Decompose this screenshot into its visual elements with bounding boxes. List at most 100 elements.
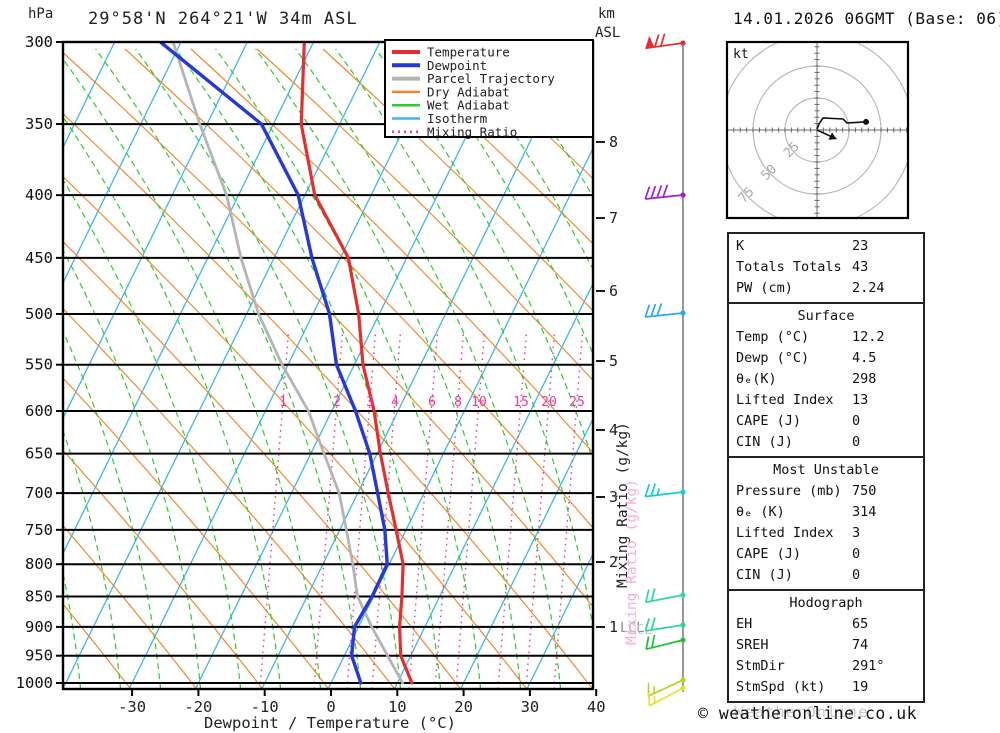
stat-label: Dewp (°C) xyxy=(736,350,810,366)
barb-level-dot xyxy=(680,685,686,691)
wet-adiabat-line xyxy=(295,48,562,689)
mixing-ratio-label: 25 xyxy=(569,395,585,410)
legend-label: Dewpoint xyxy=(427,58,487,73)
stat-value: 12.2 xyxy=(852,329,885,345)
stat-row: PW (cm) 2.24 xyxy=(729,278,923,299)
stat-row: Lifted Index 3 xyxy=(729,523,923,544)
barb-level-dot xyxy=(680,677,686,683)
isotherm-line xyxy=(526,552,593,689)
stat-label: Lifted Index xyxy=(736,525,834,541)
pressure-tick-label: 450 xyxy=(25,249,53,267)
barb-full xyxy=(660,33,666,47)
barb-full xyxy=(650,617,656,631)
station-title: 29°58'N 264°21'W 34m ASL xyxy=(88,9,358,29)
stat-row: StmDir 291° xyxy=(729,656,923,677)
wind-barb xyxy=(647,677,686,697)
mixing-ratio-label: 6 xyxy=(428,395,436,410)
wind-barb xyxy=(644,617,686,632)
legend-label: Isotherm xyxy=(427,111,487,126)
stat-value: 750 xyxy=(852,483,877,499)
stat-label: StmDir xyxy=(736,658,785,674)
stat-label: EH xyxy=(736,616,753,632)
wet-adiabat-line xyxy=(63,429,122,689)
mixing-axis-label-watermark: Mixing Ratio (g/kg) xyxy=(624,479,640,645)
pressure-tick-label: 900 xyxy=(25,618,53,636)
legend-label: Mixing Ratio xyxy=(427,124,517,139)
barb-staff xyxy=(645,594,684,604)
dry-adiabat-line xyxy=(124,48,593,529)
legend-label: Parcel Trajectory xyxy=(427,71,555,86)
wind-barb-column xyxy=(644,33,686,707)
barb-full xyxy=(651,634,656,648)
mixing-ratio-line xyxy=(313,329,344,689)
mixing-ratio-label: 10 xyxy=(471,395,487,410)
temp-tick-label: 0 xyxy=(326,698,335,716)
dry-adiabat-line xyxy=(454,48,593,180)
stat-row: Pressure (mb) 750 xyxy=(729,481,923,502)
stat-value: 298 xyxy=(852,371,877,387)
barb-full xyxy=(644,304,651,318)
barb-level-dot xyxy=(680,592,686,598)
stat-row: θₑ(K) 298 xyxy=(729,369,923,390)
mixing-axis-label: Mixing Ratio (g/kg) xyxy=(615,422,631,588)
wind-barb xyxy=(645,33,686,50)
stat-row: Dewp (°C) 4.5 xyxy=(729,348,923,369)
mixing-ratio-label: 20 xyxy=(541,395,557,410)
temp-tick-label: 30 xyxy=(521,698,540,716)
dry-adiabat-line xyxy=(256,48,593,382)
barb-level-dot xyxy=(680,40,686,46)
wet-adiabat-line xyxy=(63,115,282,689)
barb-full xyxy=(650,303,657,317)
pressure-axis-unit: hPa xyxy=(28,6,54,22)
wind-barb xyxy=(644,184,686,200)
dry-adiabat-line xyxy=(63,377,330,689)
km-tick-label: 3 xyxy=(609,488,618,506)
pressure-gridlines xyxy=(63,41,593,684)
stat-section: Most Unstable Pressure (mb) 750 θₑ (K) 314 Li… xyxy=(727,456,925,591)
stat-label: SREH xyxy=(736,637,769,653)
pressure-tick-label: 650 xyxy=(25,445,53,463)
stat-value: 0 xyxy=(852,546,861,562)
stat-row: Temp (°C) 12.2 xyxy=(729,327,923,348)
stat-label: StmSpd (kt) xyxy=(736,679,826,695)
stat-value: 43 xyxy=(852,259,869,275)
temp-tick-label: 40 xyxy=(587,698,606,716)
legend-label: Temperature xyxy=(427,45,510,60)
stat-section: Surface Temp (°C) 12.2 Dewp (°C) 4.5 θₑ(K) 298… xyxy=(727,302,925,458)
barb-full xyxy=(650,185,657,199)
stat-label: CAPE (J) xyxy=(736,413,802,429)
stat-section: K 23 Totals Totals 43 PW (cm) 2.24 xyxy=(727,232,925,304)
temp-axis-title: Dewpoint / Temperature (°C) xyxy=(204,714,456,732)
mixing-ratio-line xyxy=(434,329,465,689)
stat-label: CIN (J) xyxy=(736,434,793,450)
pressure-tick-label: 550 xyxy=(25,356,53,374)
km-tick-label: 7 xyxy=(609,209,618,227)
mixing-ratio-line xyxy=(497,329,528,689)
wind-barb xyxy=(644,588,686,604)
parcel-trajectory-curve xyxy=(171,42,405,685)
barb-full xyxy=(662,184,669,198)
temp-tick-label: -10 xyxy=(251,698,279,716)
stat-label: Temp (°C) xyxy=(736,329,810,345)
stat-row: StmSpd (kt) 19 xyxy=(729,677,923,698)
temp-tick-label: -30 xyxy=(118,698,146,716)
pressure-tick-label: 300 xyxy=(25,33,53,51)
hodograph-unit-label: kt xyxy=(733,47,749,62)
mixing-ratio-label: 1 xyxy=(279,395,287,410)
dry-adiabat-line xyxy=(322,48,593,312)
wind-barb xyxy=(645,634,686,651)
stat-row: EH 65 xyxy=(729,614,923,635)
km-tick-label: 1 xyxy=(609,618,618,636)
wet-adiabat-line xyxy=(63,248,202,689)
dry-adiabat-line xyxy=(63,112,593,689)
mixing-ratio-label: 4 xyxy=(391,395,399,410)
wet-adiabat-line xyxy=(95,48,362,689)
stat-label: CAPE (J) xyxy=(736,546,802,562)
wind-barb xyxy=(644,483,686,498)
stat-row: K 23 xyxy=(729,236,923,257)
stat-row: Totals Totals 43 xyxy=(729,257,923,278)
mixing-ratio-line xyxy=(408,329,439,689)
mixing-ratio-label: 8 xyxy=(454,395,462,410)
barb-level-dot xyxy=(680,489,686,495)
